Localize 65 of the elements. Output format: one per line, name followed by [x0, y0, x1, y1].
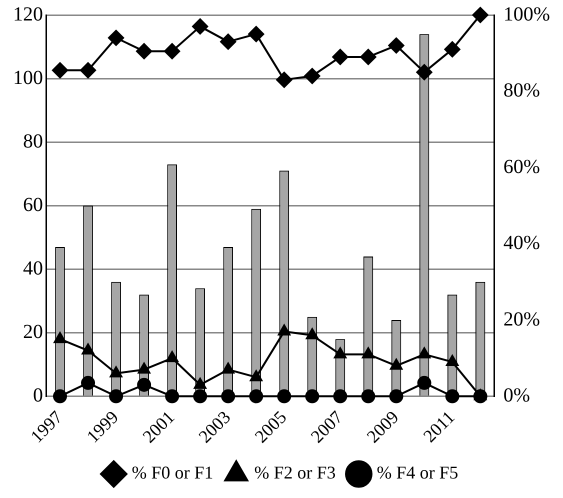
point — [334, 347, 346, 358]
point — [388, 38, 404, 54]
point — [109, 389, 124, 404]
point — [417, 376, 432, 390]
point — [108, 30, 124, 46]
point — [110, 366, 122, 378]
y-tick-label: 60 — [23, 194, 43, 216]
y-tick-label: 100 — [13, 66, 43, 89]
y-tick-label: 80 — [23, 130, 43, 152]
point — [278, 324, 290, 336]
point — [54, 332, 66, 344]
point — [360, 48, 376, 65]
point — [194, 378, 206, 389]
point — [164, 43, 180, 60]
point — [446, 354, 459, 366]
point — [418, 347, 430, 358]
point — [444, 41, 460, 58]
point — [390, 358, 402, 370]
point — [136, 43, 152, 60]
point — [137, 378, 152, 392]
point — [304, 68, 320, 84]
point — [276, 72, 292, 88]
y2-tick-label: 100% — [503, 3, 550, 26]
point — [445, 389, 460, 404]
point — [193, 389, 208, 404]
point — [362, 347, 374, 358]
y-tick-label: 20 — [23, 320, 43, 343]
point — [250, 370, 262, 382]
point — [221, 389, 236, 404]
y2-tick-label: 60% — [503, 156, 540, 178]
point — [81, 376, 96, 390]
point — [53, 389, 68, 404]
point — [192, 18, 208, 34]
y-tick-label: 0 — [33, 384, 43, 407]
point — [333, 389, 348, 404]
point — [166, 351, 178, 362]
point — [220, 34, 236, 50]
point — [249, 389, 264, 404]
point — [306, 328, 318, 340]
point — [389, 389, 404, 404]
y2-tick-label: 40% — [503, 232, 540, 254]
point — [472, 7, 488, 23]
x-tick-label: 2011 — [419, 406, 458, 446]
point — [222, 362, 234, 374]
point — [277, 389, 292, 404]
point — [138, 362, 150, 374]
legend-label: % F4 or F5 — [376, 462, 458, 483]
y2-tick-label: 0% — [503, 384, 530, 407]
legend-label: % F0 or F1 — [132, 462, 214, 483]
y-tick-label: 40 — [23, 257, 43, 280]
point — [80, 62, 96, 78]
y-tick-label: 120 — [13, 3, 43, 26]
legend-label: % F2 or F3 — [254, 462, 336, 483]
point — [474, 389, 487, 400]
y2-tick-label: 20% — [503, 308, 540, 330]
point — [82, 344, 94, 355]
point — [332, 48, 348, 65]
point — [165, 389, 180, 404]
point — [248, 26, 264, 42]
point — [305, 389, 320, 404]
point — [361, 389, 376, 404]
point — [52, 62, 68, 78]
x-tick-label: 1999 — [82, 406, 122, 447]
point — [416, 64, 432, 80]
y2-tick-label: 80% — [503, 80, 540, 102]
